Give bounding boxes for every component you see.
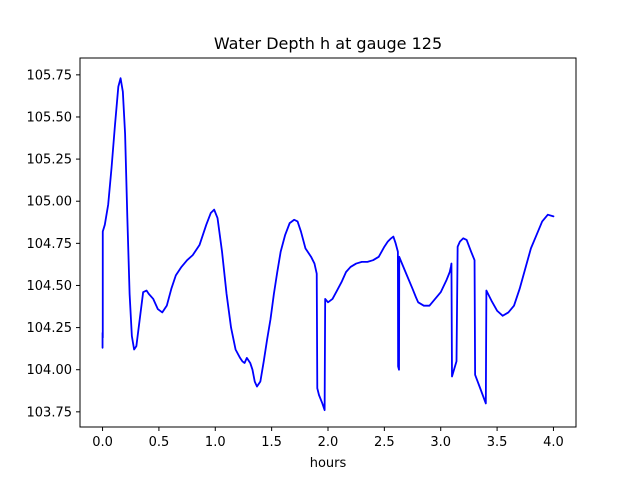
x-axis-ticks: 0.0 0.5 1.0 1.5 2.0 2.5 3.0 3.5 4.0 <box>92 427 564 450</box>
x-tick-label: 3.0 <box>430 435 451 450</box>
y-tick-label: 104.75 <box>27 237 73 252</box>
y-tick-label: 104.25 <box>27 321 73 336</box>
y-tick-label: 105.25 <box>27 153 73 168</box>
y-tick-label: 103.75 <box>27 405 73 420</box>
series-line-0 <box>101 77 555 412</box>
chart-title: Water Depth h at gauge 125 <box>214 34 442 53</box>
y-tick-label: 105.50 <box>27 110 73 125</box>
x-tick-label: 2.0 <box>318 435 339 450</box>
y-tick-label: 105.00 <box>27 195 73 210</box>
y-tick-label: 104.00 <box>27 363 73 378</box>
x-tick-label: 3.5 <box>487 435 508 450</box>
x-tick-label: 0.0 <box>92 435 113 450</box>
x-tick-label: 1.5 <box>261 435 282 450</box>
x-axis-label: hours <box>310 456 347 471</box>
plot-layer <box>101 77 555 412</box>
x-tick-label: 0.5 <box>149 435 170 450</box>
y-tick-label: 105.75 <box>27 68 73 83</box>
x-tick-label: 4.0 <box>543 435 564 450</box>
y-tick-label: 104.50 <box>27 279 73 294</box>
x-tick-label: 1.0 <box>205 435 226 450</box>
axes-frame <box>79 57 577 428</box>
x-tick-label: 2.5 <box>374 435 395 450</box>
y-axis-ticks: 103.75 104.00 104.25 104.50 104.75 105.00 105.… <box>27 68 80 420</box>
